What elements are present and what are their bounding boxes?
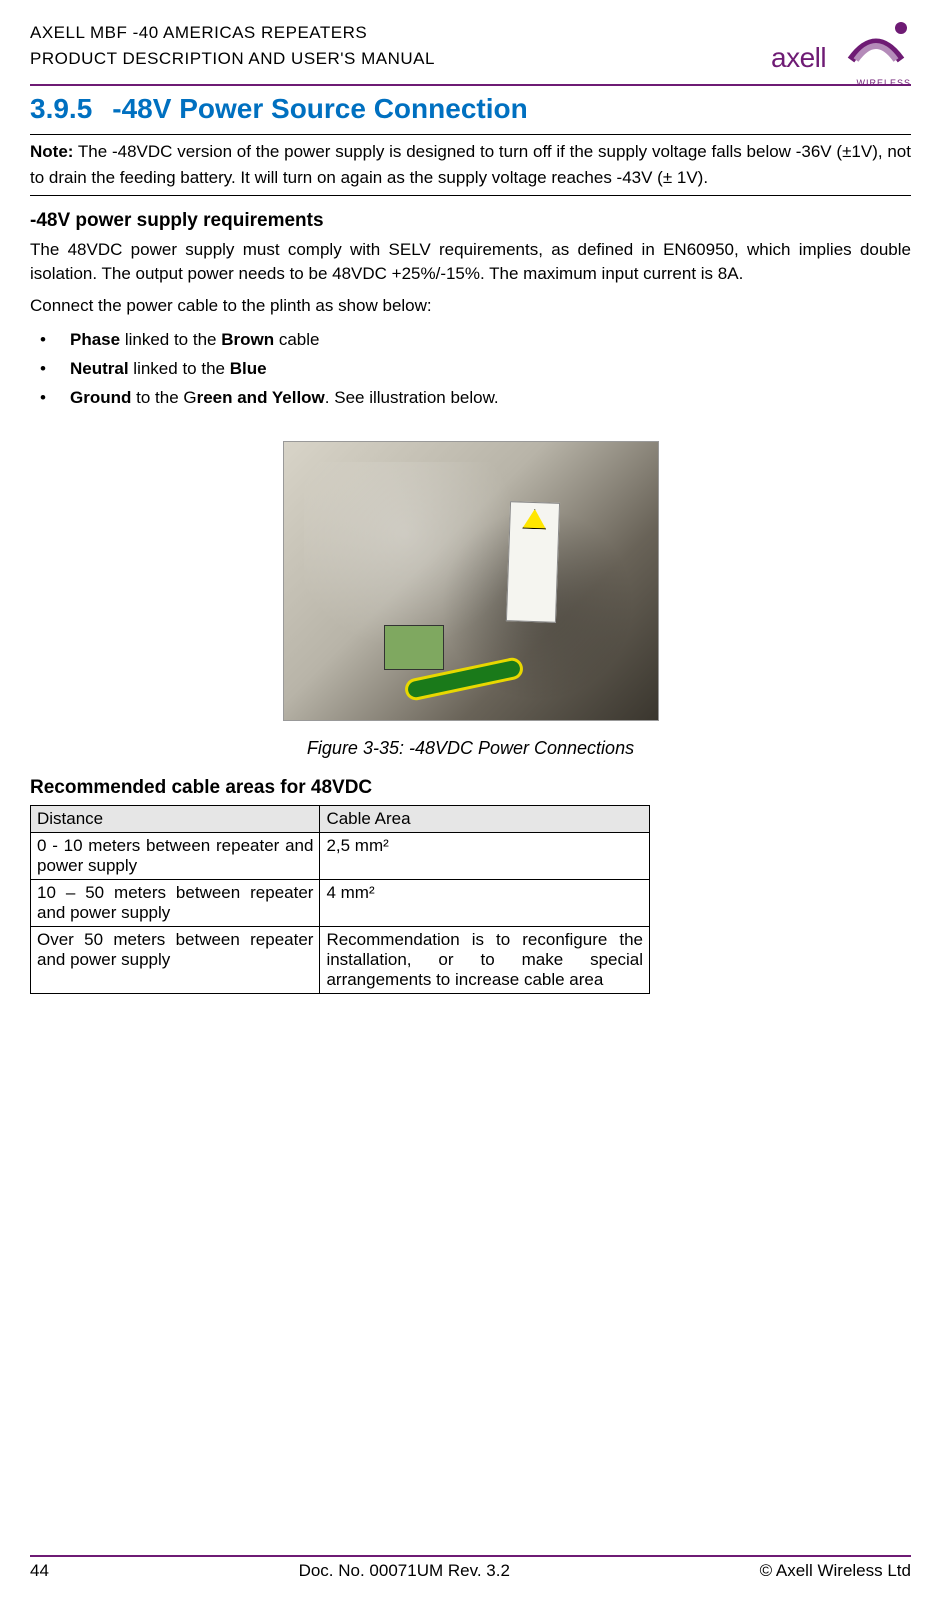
cable-word: cable	[274, 330, 319, 349]
section-number: 3.9.5	[30, 92, 92, 126]
requirements-heading: -48V power supply requirements	[30, 210, 911, 232]
phase-mid: linked to the	[120, 330, 221, 349]
page-footer: 44 Doc. No. 00071UM Rev. 3.2 © Axell Wir…	[30, 1555, 911, 1581]
ground-mid: to the G	[131, 388, 196, 407]
brown-label: Brown	[221, 330, 274, 349]
cell-area: 2,5 mm²	[320, 833, 650, 880]
list-item-neutral: Neutral linked to the Blue	[30, 355, 911, 382]
footer-divider	[30, 1555, 911, 1557]
wiring-list: Phase linked to the Brown cable Neutral …	[30, 326, 911, 412]
cell-distance: Over 50 meters between repeater and powe…	[31, 927, 320, 994]
section-title-text: -48V Power Source Connection	[112, 93, 527, 124]
footer-row: 44 Doc. No. 00071UM Rev. 3.2 © Axell Wir…	[30, 1561, 911, 1581]
logo-brand-text: axell	[771, 42, 826, 74]
ground-tail: . See illustration below.	[325, 388, 499, 407]
table-row: 0 - 10 meters between repeater and power…	[31, 833, 650, 880]
cell-area: 4 mm²	[320, 880, 650, 927]
warning-label-icon	[505, 501, 559, 623]
table-heading: Recommended cable areas for 48VDC	[30, 777, 911, 799]
footer-page-number: 44	[30, 1561, 49, 1581]
neutral-mid: linked to the	[129, 359, 230, 378]
requirements-p1: The 48VDC power supply must comply with …	[30, 238, 911, 286]
phase-label: Phase	[70, 330, 120, 349]
footer-copyright: © Axell Wireless Ltd	[760, 1561, 911, 1581]
col-cable-area: Cable Area	[320, 806, 650, 833]
cable-table: Distance Cable Area 0 - 10 meters betwee…	[30, 805, 650, 994]
page-header: AXELL MBF -40 AMERICAS REPEATERS PRODUCT…	[30, 20, 911, 80]
ground-label: Ground	[70, 388, 131, 407]
note-block: Note: The -48VDC version of the power su…	[30, 134, 911, 197]
section-heading: 3.9.5 -48V Power Source Connection	[30, 92, 911, 126]
cell-distance: 10 – 50 meters between repeater and powe…	[31, 880, 320, 927]
cell-area: Recommendation is to reconfigure the ins…	[320, 927, 650, 994]
logo-swoosh-icon	[841, 20, 911, 64]
table-row: 10 – 50 meters between repeater and powe…	[31, 880, 650, 927]
table-header-row: Distance Cable Area	[31, 806, 650, 833]
logo-sub-text: WIRELESS	[856, 78, 911, 88]
header-line-2: PRODUCT DESCRIPTION AND USER'S MANUAL	[30, 46, 435, 72]
terminal-block-icon	[384, 625, 444, 670]
cell-distance: 0 - 10 meters between repeater and power…	[31, 833, 320, 880]
list-item-phase: Phase linked to the Brown cable	[30, 326, 911, 353]
figure-image	[283, 441, 659, 721]
footer-doc-number: Doc. No. 00071UM Rev. 3.2	[299, 1561, 510, 1581]
green-yellow-label: reen and Yellow	[197, 388, 325, 407]
requirements-p2: Connect the power cable to the plinth as…	[30, 294, 911, 318]
table-row: Over 50 meters between repeater and powe…	[31, 927, 650, 994]
col-distance: Distance	[31, 806, 320, 833]
figure-block: Figure 3-35: -48VDC Power Connections	[30, 441, 911, 759]
note-label: Note:	[30, 142, 73, 161]
header-text-block: AXELL MBF -40 AMERICAS REPEATERS PRODUCT…	[30, 20, 435, 71]
blue-label: Blue	[230, 359, 267, 378]
header-line-1: AXELL MBF -40 AMERICAS REPEATERS	[30, 20, 435, 46]
header-divider	[30, 84, 911, 86]
note-text: The -48VDC version of the power supply i…	[30, 142, 911, 187]
list-item-ground: Ground to the Green and Yellow. See illu…	[30, 384, 911, 411]
neutral-label: Neutral	[70, 359, 129, 378]
figure-caption: Figure 3-35: -48VDC Power Connections	[30, 738, 911, 759]
axell-logo: axell WIRELESS	[771, 20, 911, 80]
